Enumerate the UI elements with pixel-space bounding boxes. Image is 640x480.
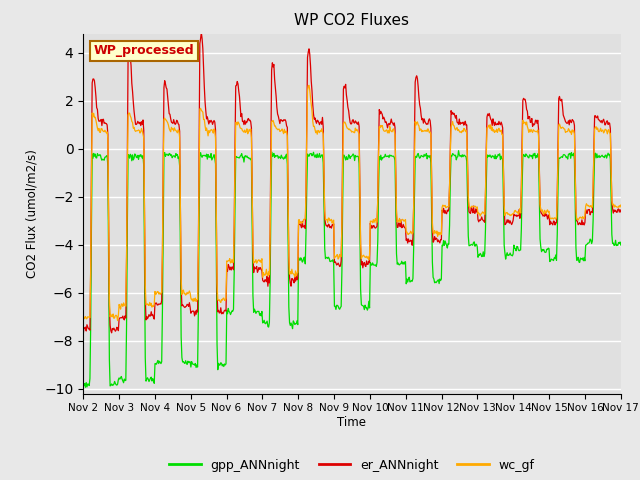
gpp_ANNnight — [454, 148, 462, 154]
er_ANNnight — [145, 314, 152, 320]
wc_gf — [114, 318, 122, 324]
Line: gpp_ANNnight: gpp_ANNnight — [83, 151, 621, 387]
er_ANNnight — [434, 239, 442, 245]
er_ANNnight — [79, 332, 87, 338]
X-axis label: Time: Time — [337, 416, 367, 429]
gpp_ANNnight — [82, 384, 90, 390]
gpp_ANNnight — [418, 153, 426, 159]
er_ANNnight — [228, 264, 236, 270]
er_ANNnight — [418, 117, 426, 123]
gpp_ANNnight — [145, 379, 153, 384]
er_ANNnight — [198, 30, 205, 36]
wc_gf — [89, 114, 97, 120]
wc_gf — [305, 83, 313, 88]
wc_gf — [228, 257, 236, 263]
er_ANNnight — [617, 209, 625, 215]
Line: wc_gf: wc_gf — [83, 85, 621, 321]
er_ANNnight — [200, 65, 207, 71]
er_ANNnight — [89, 76, 97, 82]
Title: WP CO2 Fluxes: WP CO2 Fluxes — [294, 13, 410, 28]
Legend: gpp_ANNnight, er_ANNnight, wc_gf: gpp_ANNnight, er_ANNnight, wc_gf — [164, 454, 540, 477]
gpp_ANNnight — [434, 278, 442, 284]
Line: er_ANNnight: er_ANNnight — [83, 33, 621, 335]
gpp_ANNnight — [617, 242, 625, 248]
wc_gf — [200, 117, 207, 122]
wc_gf — [617, 202, 625, 208]
wc_gf — [145, 302, 153, 308]
gpp_ANNnight — [200, 153, 207, 158]
gpp_ANNnight — [79, 380, 87, 386]
wc_gf — [419, 128, 426, 133]
Y-axis label: CO2 Flux (umol/m2/s): CO2 Flux (umol/m2/s) — [26, 149, 38, 278]
wc_gf — [435, 229, 442, 235]
gpp_ANNnight — [90, 151, 97, 156]
wc_gf — [79, 312, 87, 318]
gpp_ANNnight — [228, 308, 236, 314]
Text: WP_processed: WP_processed — [94, 44, 195, 58]
